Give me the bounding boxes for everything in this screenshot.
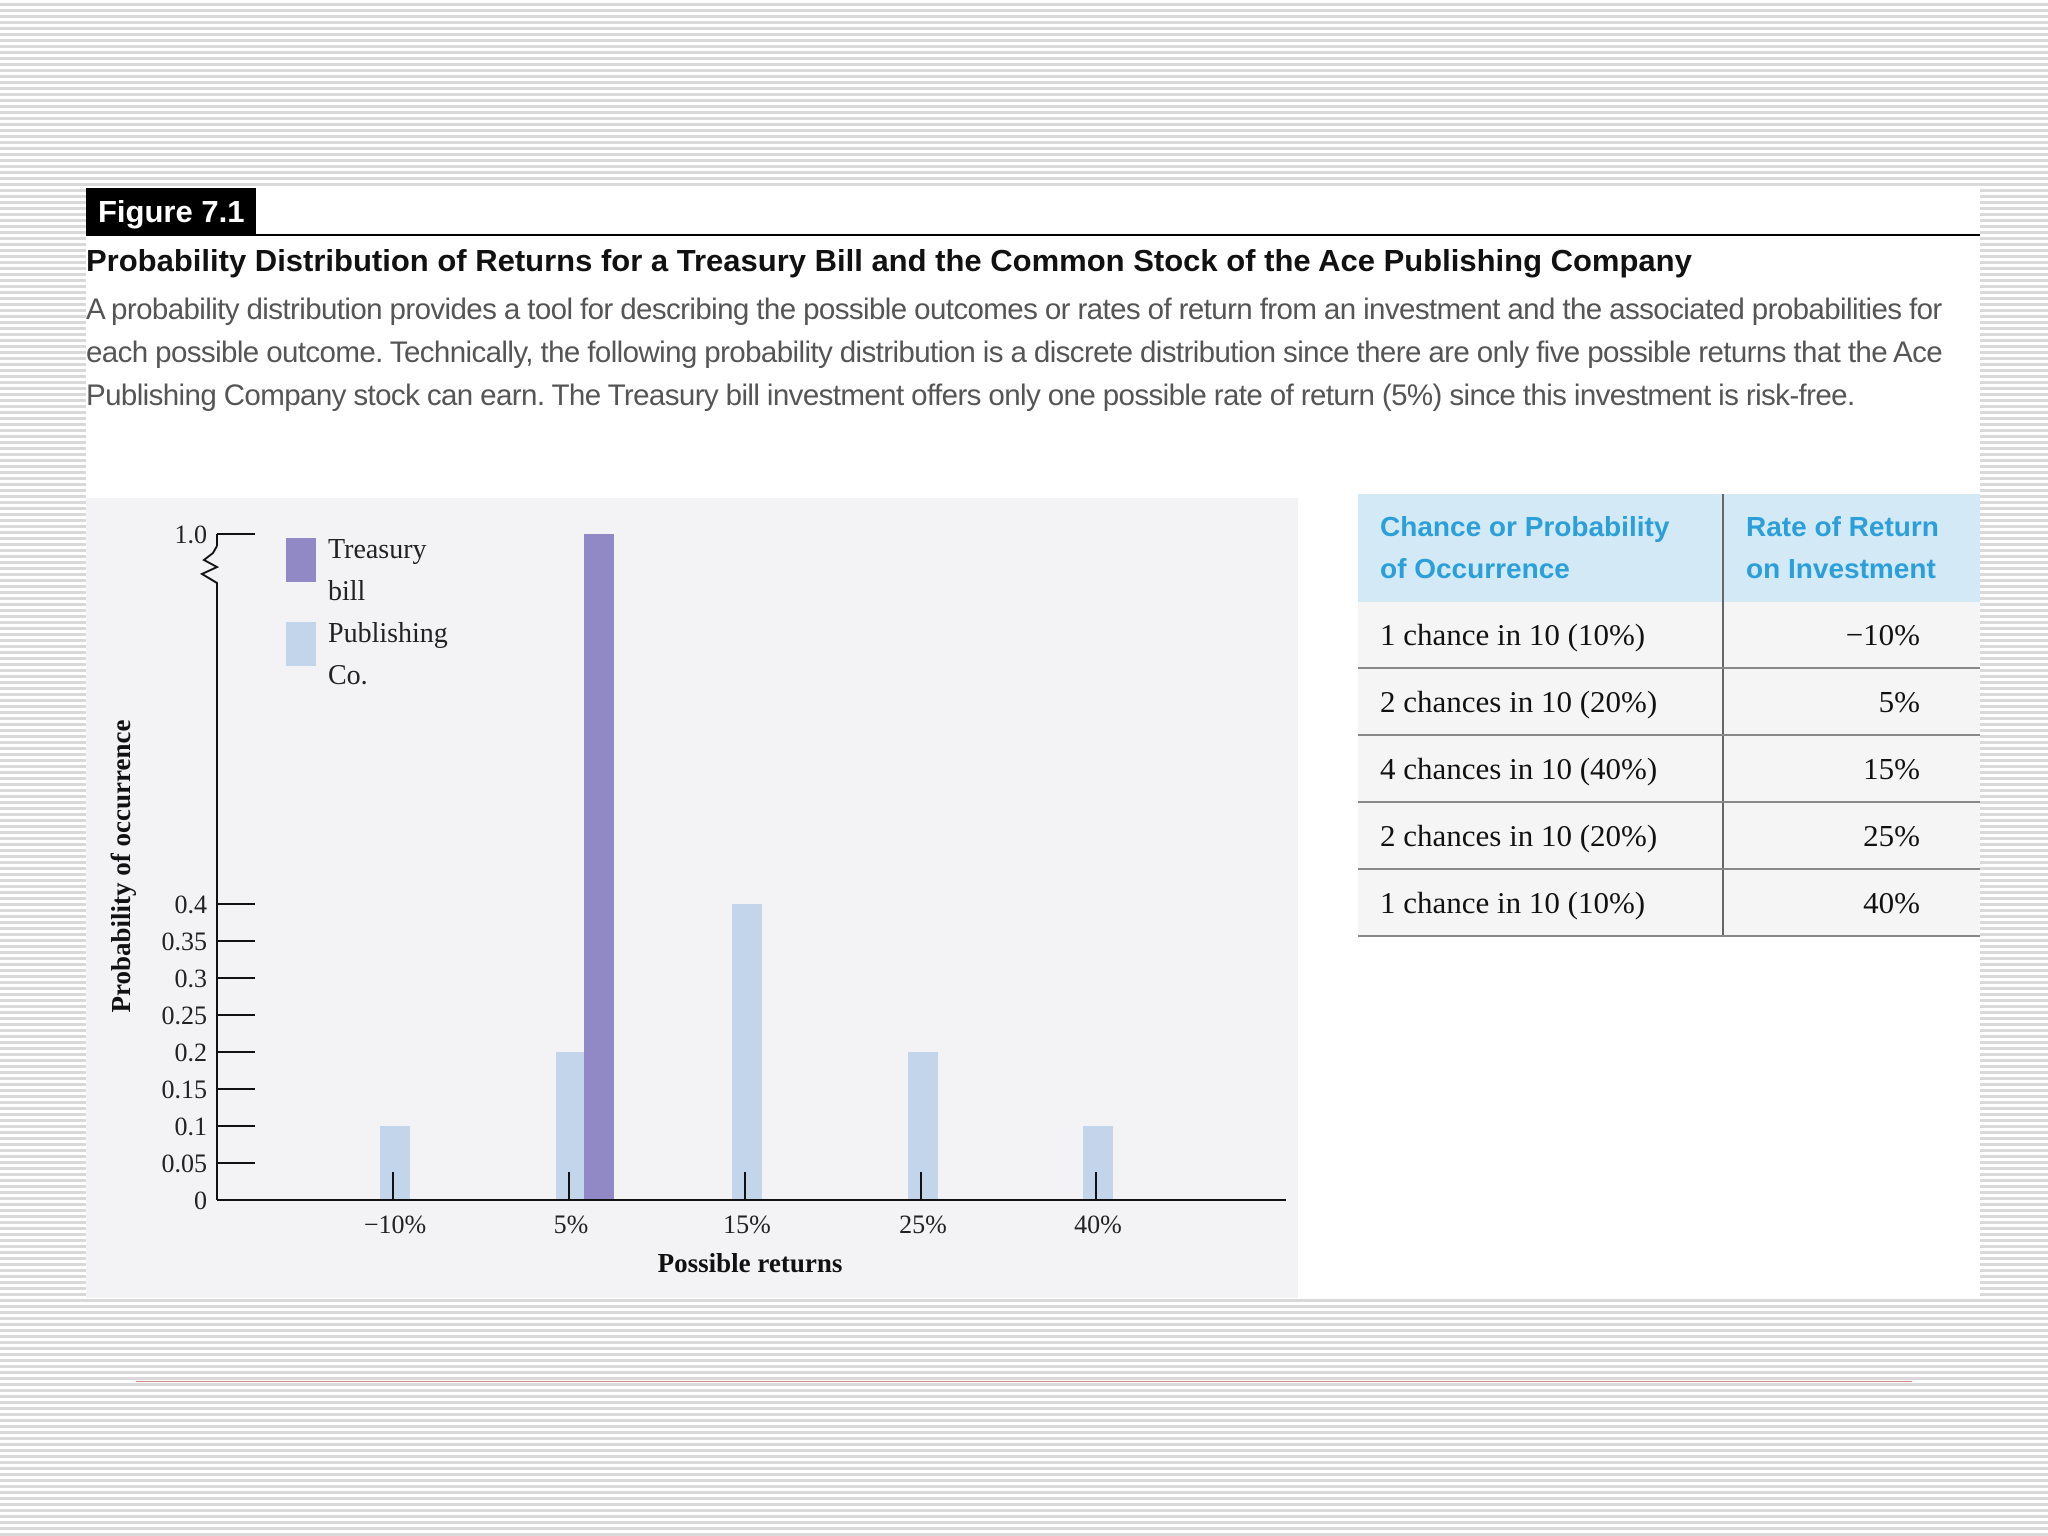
table-cell-return: 15% [1723, 735, 1980, 803]
figure-title: Probability Distribution of Returns for … [86, 243, 1692, 278]
table-row: 2 chances in 10 (20%) 5% [1358, 668, 1980, 736]
legend-label: bill [328, 576, 366, 607]
table-row: 1 chance in 10 (10%) −10% [1358, 602, 1980, 669]
table-header-probability: Chance or Probability of Occurrence [1358, 494, 1724, 602]
legend-label: Treasury [328, 534, 427, 565]
y-tick-label: 0.2 [175, 1038, 208, 1067]
y-tick-label: 1.0 [175, 520, 208, 549]
bar-publishing [732, 904, 762, 1200]
footer-rule [136, 1381, 1912, 1382]
table-cell-probability: 1 chance in 10 (10%) [1358, 602, 1724, 669]
bar-publishing [380, 1126, 410, 1200]
figure-caption: A probability distribution provides a to… [86, 293, 1943, 412]
legend-label: Publishing [328, 618, 448, 649]
table-cell-probability: 2 chances in 10 (20%) [1358, 668, 1724, 736]
x-tick-label: 15% [723, 1210, 771, 1239]
table-row: 4 chances in 10 (40%) 15% [1358, 735, 1980, 803]
y-axis-break [199, 545, 220, 596]
x-axis-title: Possible returns [658, 1248, 843, 1278]
probability-chart: 0 0.05 0.1 0.15 0.2 0.25 0.3 0.35 0.4 1.0 −10% 5% 15… [106, 520, 1286, 1278]
x-tick-label: −10% [364, 1210, 426, 1239]
bar-publishing [908, 1052, 938, 1200]
table-cell-return: 5% [1723, 668, 1980, 736]
y-tick-label: 0.05 [162, 1149, 208, 1178]
table-row: 1 chance in 10 (10%) 40% [1358, 869, 1980, 937]
legend-label: Co. [328, 660, 368, 691]
slide: Figure 7.1 Probability Distribution of R… [86, 188, 1980, 1298]
y-tick-label: 0.35 [162, 927, 208, 956]
y-tick-label: 0.25 [162, 1001, 208, 1030]
table-header-row: Chance or Probability of Occurrence Rate… [1358, 494, 1980, 602]
x-tick-label: 40% [1074, 1210, 1122, 1239]
x-tick-label: 25% [899, 1210, 947, 1239]
table-cell-probability: 1 chance in 10 (10%) [1358, 869, 1724, 937]
table-header-return: Rate of Return on Investment [1723, 494, 1980, 602]
table-cell-return: 25% [1723, 802, 1980, 870]
table-cell-return: −10% [1723, 602, 1980, 669]
bar-publishing [1083, 1126, 1113, 1200]
table-cell-return: 40% [1723, 869, 1980, 937]
x-tick-label: 5% [554, 1210, 589, 1239]
y-tick-label: 0.4 [175, 890, 208, 919]
bar-treasury [584, 534, 614, 1200]
figure-rule [86, 234, 1980, 236]
y-axis-title: Probability of occurrence [106, 720, 136, 1013]
y-tick-label: 0.3 [175, 964, 208, 993]
legend-swatch [286, 538, 316, 582]
y-tick-label: 0 [194, 1186, 207, 1215]
table-cell-probability: 4 chances in 10 (40%) [1358, 735, 1724, 803]
legend-swatch [286, 622, 316, 666]
chart-panel: 0 0.05 0.1 0.15 0.2 0.25 0.3 0.35 0.4 1.0 −10% 5% 15… [86, 498, 1298, 1298]
probability-table: Chance or Probability of Occurrence Rate… [1358, 494, 1980, 937]
y-tick-label: 0.1 [175, 1112, 208, 1141]
table-cell-probability: 2 chances in 10 (20%) [1358, 802, 1724, 870]
figure-label: Figure 7.1 [86, 188, 257, 235]
table-row: 2 chances in 10 (20%) 25% [1358, 802, 1980, 870]
bar-publishing [556, 1052, 586, 1200]
y-tick-label: 0.15 [162, 1075, 208, 1104]
